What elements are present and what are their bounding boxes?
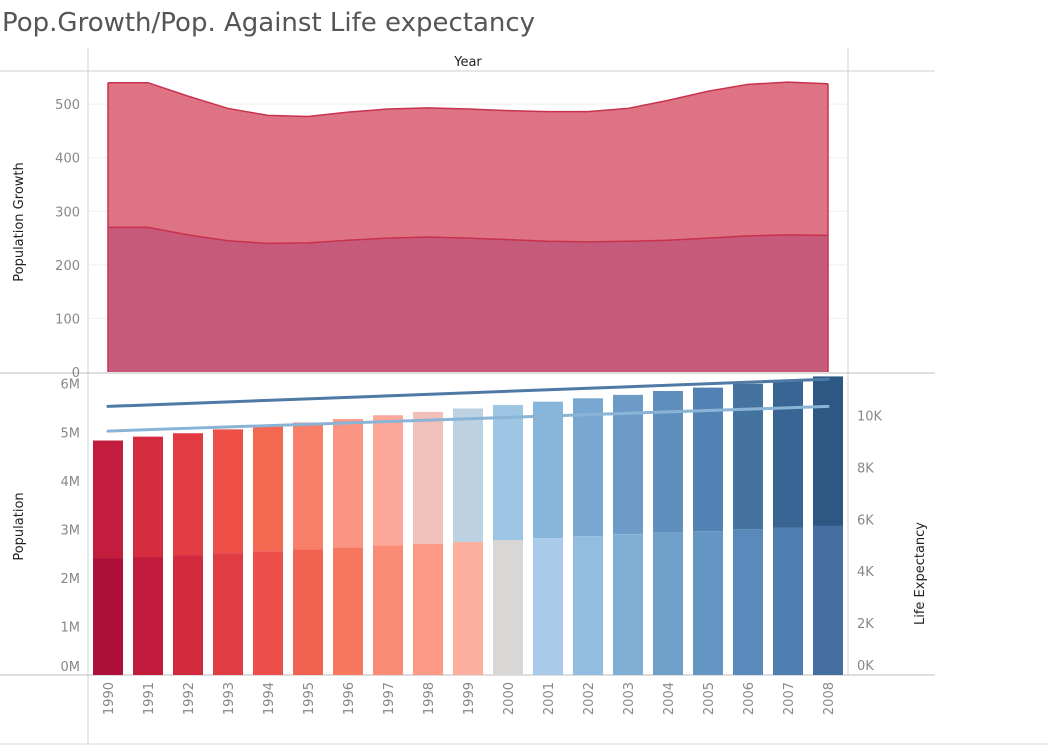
bar-upper-1995 bbox=[293, 422, 323, 550]
bar-upper-2000 bbox=[493, 405, 523, 541]
right-y-tick-label: 10K bbox=[857, 410, 883, 425]
y-tick-label: 2M bbox=[61, 572, 81, 587]
bars bbox=[93, 376, 843, 675]
x-tick-label-1996: 1996 bbox=[342, 682, 357, 715]
bar-upper-2007 bbox=[773, 380, 803, 528]
chart-title: Pop.Growth/Pop. Against Life expectancy bbox=[2, 8, 536, 38]
bar-lower-1994 bbox=[253, 551, 283, 675]
bar-lower-2003 bbox=[613, 534, 643, 675]
y-tick-label: 200 bbox=[55, 259, 80, 274]
bar-upper-1994 bbox=[253, 425, 283, 552]
bar-upper-2006 bbox=[733, 383, 763, 530]
area-lower-line bbox=[108, 226, 829, 245]
y-tick-label: 3M bbox=[61, 523, 81, 538]
y-tick-label: 0 bbox=[72, 366, 80, 381]
bar-lower-1992 bbox=[173, 555, 203, 675]
bar-lower-1993 bbox=[213, 553, 243, 675]
right-y-tick-label: 2K bbox=[857, 617, 874, 632]
bar-upper-2003 bbox=[613, 394, 643, 535]
trend-line-life_expectancy_b bbox=[106, 404, 830, 433]
bar-upper-1991 bbox=[133, 436, 163, 558]
area-lower bbox=[108, 227, 828, 372]
right-y-tick-label: 6K bbox=[857, 513, 874, 528]
x-tick-label-2008: 2008 bbox=[822, 682, 837, 715]
bar-lower-1996 bbox=[333, 547, 363, 675]
y-axis-title-life-expectancy: Life Expectancy bbox=[913, 522, 928, 625]
x-tick-label-2006: 2006 bbox=[742, 682, 757, 715]
y-tick-label: 500 bbox=[55, 98, 80, 113]
right-y-tick-label: 0K bbox=[857, 659, 874, 674]
y-tick-label: 400 bbox=[55, 152, 80, 167]
bar-upper-1999 bbox=[453, 408, 483, 542]
bar-upper-1992 bbox=[173, 433, 203, 556]
y-axis-title-population-growth: Population Growth bbox=[12, 162, 27, 282]
bar-upper-1996 bbox=[333, 419, 363, 548]
bar-lower-1990 bbox=[93, 558, 123, 675]
bar-upper-1993 bbox=[213, 429, 243, 554]
bar-upper-2002 bbox=[573, 398, 603, 537]
y-tick-label: 6M bbox=[61, 378, 81, 393]
bar-lower-2004 bbox=[653, 532, 683, 675]
right-y-tick-label: 8K bbox=[857, 461, 874, 476]
bar-lower-2000 bbox=[493, 540, 523, 675]
y-tick-label: 0M bbox=[61, 660, 81, 675]
y-tick-label: 4M bbox=[61, 475, 81, 490]
x-tick-label-2000: 2000 bbox=[502, 682, 517, 715]
bar-upper-2001 bbox=[533, 401, 563, 539]
bar-upper-2008 bbox=[813, 376, 843, 526]
y-tick-label: 5M bbox=[61, 426, 81, 441]
x-tick-label-2003: 2003 bbox=[622, 682, 637, 715]
bottom-panel: 0M 1M 2M 3M 4M 5M 6M Population 0K 2K 4K 6K 8K 10K Lif… bbox=[12, 376, 928, 675]
bar-lower-2008 bbox=[813, 525, 843, 675]
bar-upper-1990 bbox=[93, 440, 123, 559]
bar-upper-2004 bbox=[653, 390, 683, 533]
bar-upper-1998 bbox=[413, 411, 443, 544]
x-tick-label-1992: 1992 bbox=[182, 682, 197, 715]
bar-lower-1998 bbox=[413, 543, 443, 675]
bar-lower-1991 bbox=[133, 557, 163, 675]
x-tick-label-2007: 2007 bbox=[782, 682, 797, 715]
x-tick-label-2004: 2004 bbox=[662, 682, 677, 715]
x-tick-label-1999: 1999 bbox=[462, 682, 477, 715]
x-tick-label-1991: 1991 bbox=[142, 682, 157, 715]
x-tick-label-1990: 1990 bbox=[102, 682, 117, 715]
x-tick-label-1993: 1993 bbox=[222, 682, 237, 715]
x-tick-label-2001: 2001 bbox=[542, 682, 557, 715]
column-header-year: Year bbox=[453, 55, 482, 70]
x-tick-label-2005: 2005 bbox=[702, 682, 717, 715]
trend-line-life_expectancy_a bbox=[106, 377, 830, 408]
y-tick-label: 100 bbox=[55, 312, 80, 327]
top-panel: 0 100 200 300 400 500 Population Growth bbox=[12, 81, 848, 381]
x-axis-labels: 1990 1991 1992 1993 1994 1995 1996 1997 1998 1999… bbox=[102, 682, 837, 715]
bar-lower-2005 bbox=[693, 531, 723, 675]
y-tick-label: 1M bbox=[61, 620, 81, 635]
x-tick-label-2002: 2002 bbox=[582, 682, 597, 715]
right-y-tick-label: 4K bbox=[857, 565, 874, 580]
bar-lower-1999 bbox=[453, 541, 483, 675]
bar-lower-2007 bbox=[773, 527, 803, 675]
x-tick-label-1995: 1995 bbox=[302, 682, 317, 715]
area-upper-line bbox=[108, 81, 829, 118]
x-tick-label-1997: 1997 bbox=[382, 682, 397, 715]
x-tick-label-1998: 1998 bbox=[422, 682, 437, 715]
bar-upper-1997 bbox=[373, 415, 403, 546]
y-tick-label: 300 bbox=[55, 205, 80, 220]
bar-lower-1997 bbox=[373, 545, 403, 675]
x-tick-label-1994: 1994 bbox=[262, 682, 277, 715]
bar-lower-2006 bbox=[733, 529, 763, 675]
bar-lower-1995 bbox=[293, 549, 323, 675]
bar-lower-2002 bbox=[573, 536, 603, 675]
bar-lower-2001 bbox=[533, 538, 563, 675]
y-axis-title-population: Population bbox=[12, 492, 27, 560]
